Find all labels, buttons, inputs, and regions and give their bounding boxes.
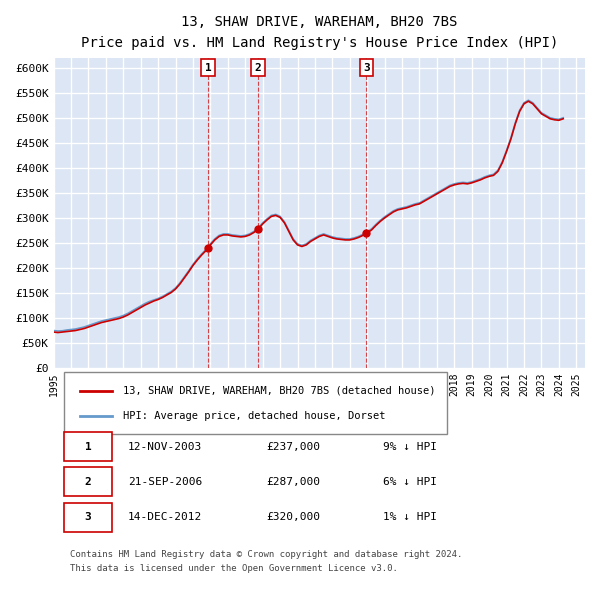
Text: 3: 3 [85, 512, 92, 522]
Text: 1: 1 [85, 442, 92, 452]
Text: £320,000: £320,000 [266, 512, 320, 522]
Text: Contains HM Land Registry data © Crown copyright and database right 2024.: Contains HM Land Registry data © Crown c… [70, 550, 462, 559]
Title: 13, SHAW DRIVE, WAREHAM, BH20 7BS
Price paid vs. HM Land Registry's House Price : 13, SHAW DRIVE, WAREHAM, BH20 7BS Price … [80, 15, 558, 50]
Text: 9% ↓ HPI: 9% ↓ HPI [383, 442, 437, 452]
Text: £287,000: £287,000 [266, 477, 320, 487]
Text: 6% ↓ HPI: 6% ↓ HPI [383, 477, 437, 487]
Text: 14-DEC-2012: 14-DEC-2012 [128, 512, 202, 522]
Text: £237,000: £237,000 [266, 442, 320, 452]
FancyBboxPatch shape [64, 432, 112, 461]
FancyBboxPatch shape [64, 372, 447, 434]
Text: 3: 3 [363, 63, 370, 73]
Text: 1% ↓ HPI: 1% ↓ HPI [383, 512, 437, 522]
Text: 2: 2 [254, 63, 261, 73]
Text: 21-SEP-2006: 21-SEP-2006 [128, 477, 202, 487]
Text: 2: 2 [85, 477, 92, 487]
Text: This data is licensed under the Open Government Licence v3.0.: This data is licensed under the Open Gov… [70, 564, 397, 573]
FancyBboxPatch shape [64, 467, 112, 496]
Text: 1: 1 [205, 63, 212, 73]
Text: HPI: Average price, detached house, Dorset: HPI: Average price, detached house, Dors… [122, 411, 385, 421]
Text: 13, SHAW DRIVE, WAREHAM, BH20 7BS (detached house): 13, SHAW DRIVE, WAREHAM, BH20 7BS (detac… [122, 386, 435, 396]
Text: 12-NOV-2003: 12-NOV-2003 [128, 442, 202, 452]
FancyBboxPatch shape [64, 503, 112, 532]
